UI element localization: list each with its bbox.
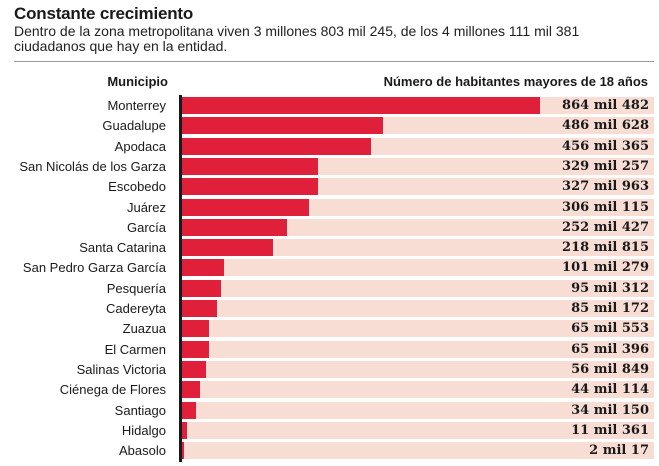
value-label: 11 mil 361 [571, 422, 649, 438]
bar-row: El Carmen 65 mil 396 [0, 340, 659, 359]
category-label: San Nicolás de los Garza [19, 158, 166, 174]
bar [182, 97, 540, 114]
category-label: San Pedro Garza García [22, 260, 166, 276]
value-label: 306 mil 115 [562, 199, 649, 215]
value-label: 218 mil 815 [562, 240, 649, 256]
bar-axis [179, 95, 182, 462]
value-label: 864 mil 482 [562, 98, 649, 113]
value-label: 329 mil 257 [562, 158, 649, 174]
value-label: 327 mil 963 [562, 179, 649, 195]
bar-background [182, 381, 654, 399]
bar [182, 198, 309, 216]
value-label: 486 mil 628 [562, 118, 649, 134]
bar [182, 300, 218, 317]
bar-row: García 252 mil 427 [0, 218, 659, 237]
bar-background [182, 279, 654, 297]
column-header-habitantes: Número de habitantes mayores de 18 años [383, 74, 648, 89]
bar-background [182, 442, 654, 460]
bar-row: Ciénega de Flores 44 mil 114 [0, 380, 659, 399]
bar [182, 320, 210, 338]
value-label: 85 mil 172 [571, 301, 649, 316]
category-label: García [126, 219, 166, 235]
category-label: Cadereyta [106, 301, 166, 316]
bar [182, 442, 184, 460]
value-label: 101 mil 279 [562, 260, 649, 276]
value-label: 56 mil 849 [571, 361, 649, 377]
category-label: Monterrey [107, 98, 166, 113]
bar [182, 137, 371, 155]
bar-background [182, 259, 654, 277]
bar-row: Cadereyta 85 mil 172 [0, 299, 659, 318]
category-label: Escobedo [108, 179, 166, 195]
bar [182, 157, 319, 175]
category-label: Hidalgo [121, 422, 166, 438]
column-header-municipio: Municipio [107, 74, 168, 89]
bar [182, 360, 206, 378]
bar-background [182, 360, 654, 378]
value-label: 44 mil 114 [571, 382, 649, 398]
bar-background [182, 421, 654, 439]
bar [182, 259, 224, 277]
value-label: 95 mil 312 [571, 280, 649, 296]
bar-row: Salinas Victoria 56 mil 849 [0, 360, 659, 379]
bar-background [182, 218, 654, 236]
value-label: 65 mil 396 [571, 341, 649, 357]
value-label: 252 mil 427 [562, 219, 649, 235]
category-label: Santiago [114, 402, 166, 418]
bar-row: Abasolo 2 mil 17 [0, 441, 659, 460]
bar-row: Apodaca 456 mil 365 [0, 137, 659, 156]
bar [182, 279, 222, 297]
bar-background [182, 300, 654, 317]
title-divider [14, 61, 654, 62]
category-label: Apodaca [114, 138, 166, 154]
chart-subtitle: Dentro de la zona metropolitana viven 3 … [14, 23, 580, 54]
category-label: Zuazua [122, 321, 166, 337]
bar-row: San Nicolás de los Garza 329 mil 257 [0, 157, 659, 176]
category-label: El Carmen [104, 341, 166, 357]
bar [182, 381, 201, 399]
bar [182, 401, 197, 419]
bar [182, 117, 384, 135]
chart-title: Constante crecimiento [14, 4, 194, 23]
bar-background [182, 401, 654, 419]
value-label: 2 mil 17 [589, 443, 649, 459]
bar-background [182, 320, 654, 338]
bar [182, 340, 210, 358]
bar-row: Juárez 306 mil 115 [0, 198, 659, 217]
category-label: Abasolo [119, 443, 166, 459]
bar-row: Zuazua 65 mil 553 [0, 319, 659, 338]
bar-row: San Pedro Garza García 101 mil 279 [0, 258, 659, 277]
bar-row: Escobedo 327 mil 963 [0, 177, 659, 196]
value-label: 456 mil 365 [562, 138, 649, 154]
category-label: Ciénega de Flores [59, 382, 166, 398]
bar-background [182, 340, 654, 358]
bar [182, 421, 187, 439]
category-label: Pesquería [106, 280, 166, 296]
bar-row: Monterrey 864 mil 482 [0, 96, 659, 115]
bar-row: Santiago 34 mil 150 [0, 401, 659, 420]
category-label: Juárez [126, 199, 166, 215]
category-label: Santa Catarina [79, 240, 166, 256]
bar-row: Santa Catarina 218 mil 815 [0, 238, 659, 257]
category-label: Guadalupe [102, 118, 166, 134]
bar [182, 239, 273, 257]
bar-row: Pesquería 95 mil 312 [0, 279, 659, 298]
bar [182, 178, 318, 196]
bar [182, 218, 287, 236]
value-label: 65 mil 553 [571, 321, 649, 337]
bar-row: Guadalupe 486 mil 628 [0, 116, 659, 135]
bar-background [182, 239, 654, 257]
value-label: 34 mil 150 [571, 402, 649, 418]
bar-row: Hidalgo 11 mil 361 [0, 421, 659, 440]
category-label: Salinas Victoria [76, 361, 166, 377]
